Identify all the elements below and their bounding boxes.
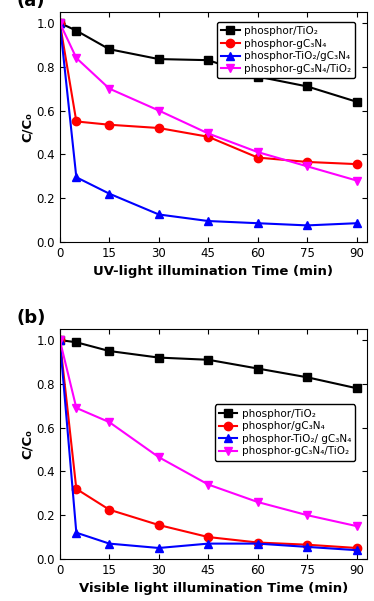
phosphor/gC₃N₄	[255, 539, 260, 546]
Line: phosphor-gC₃N₄/TiO₂: phosphor-gC₃N₄/TiO₂	[56, 336, 361, 530]
phosphor-gC₃N₄	[206, 133, 211, 141]
phosphor/gC₃N₄	[107, 506, 111, 513]
phosphor-gC₃N₄/TiO₂	[74, 404, 79, 412]
phosphor-TiO₂/ gC₃N₄	[255, 540, 260, 548]
phosphor-TiO₂/gC₃N₄	[305, 222, 309, 229]
Y-axis label: C/C₀: C/C₀	[21, 429, 34, 459]
phosphor/TiO₂	[107, 46, 111, 53]
Line: phosphor-gC₃N₄/TiO₂: phosphor-gC₃N₄/TiO₂	[56, 19, 361, 185]
phosphor/TiO₂	[255, 73, 260, 80]
phosphor/TiO₂	[305, 374, 309, 381]
phosphor-TiO₂/gC₃N₄	[355, 219, 359, 227]
phosphor/TiO₂	[355, 385, 359, 392]
Y-axis label: C/C₀: C/C₀	[21, 112, 34, 142]
phosphor/gC₃N₄	[305, 541, 309, 548]
phosphor/gC₃N₄	[355, 545, 359, 552]
phosphor/TiO₂	[157, 354, 161, 361]
phosphor/gC₃N₄	[58, 337, 62, 344]
Legend: phosphor/TiO₂, phosphor/gC₃N₄, phosphor-TiO₂/ gC₃N₄, phosphor-gC₃N₄/TiO₂: phosphor/TiO₂, phosphor/gC₃N₄, phosphor-…	[215, 404, 355, 460]
phosphor-TiO₂/gC₃N₄	[107, 190, 111, 197]
phosphor-TiO₂/gC₃N₄	[157, 211, 161, 218]
phosphor-gC₃N₄/TiO₂	[305, 163, 309, 170]
phosphor-gC₃N₄	[355, 160, 359, 168]
phosphor/gC₃N₄	[206, 534, 211, 541]
phosphor/TiO₂	[206, 356, 211, 364]
X-axis label: Visible light illumination Time (min): Visible light illumination Time (min)	[79, 582, 348, 596]
Text: (b): (b)	[17, 309, 46, 327]
phosphor/TiO₂	[305, 83, 309, 90]
phosphor-gC₃N₄/TiO₂	[107, 418, 111, 426]
phosphor-gC₃N₄/TiO₂	[255, 148, 260, 156]
phosphor-TiO₂/gC₃N₄	[74, 174, 79, 181]
phosphor-gC₃N₄/TiO₂	[74, 54, 79, 61]
phosphor/TiO₂	[255, 365, 260, 372]
phosphor/gC₃N₄	[74, 485, 79, 492]
Line: phosphor-gC₃N₄: phosphor-gC₃N₄	[56, 19, 361, 168]
phosphor-gC₃N₄/TiO₂	[58, 337, 62, 344]
Legend: phosphor/TiO₂, phosphor-gC₃N₄, phosphor-TiO₂/gC₃N₄, phosphor-gC₃N₄/TiO₂: phosphor/TiO₂, phosphor-gC₃N₄, phosphor-…	[217, 22, 355, 78]
phosphor-TiO₂/gC₃N₄	[58, 19, 62, 26]
Line: phosphor/TiO₂: phosphor/TiO₂	[56, 19, 361, 106]
phosphor/TiO₂	[355, 98, 359, 105]
phosphor-gC₃N₄/TiO₂	[355, 177, 359, 184]
phosphor-gC₃N₄/TiO₂	[58, 19, 62, 26]
phosphor-gC₃N₄	[255, 154, 260, 161]
Line: phosphor/gC₃N₄: phosphor/gC₃N₄	[56, 336, 361, 552]
Line: phosphor/TiO₂: phosphor/TiO₂	[56, 336, 361, 392]
phosphor/TiO₂	[74, 338, 79, 346]
Line: phosphor-TiO₂/gC₃N₄: phosphor-TiO₂/gC₃N₄	[56, 19, 361, 230]
phosphor/TiO₂	[58, 337, 62, 344]
phosphor/gC₃N₄	[157, 522, 161, 529]
phosphor-gC₃N₄/TiO₂	[107, 85, 111, 92]
phosphor/TiO₂	[74, 27, 79, 34]
phosphor-gC₃N₄/TiO₂	[206, 130, 211, 137]
phosphor-TiO₂/ gC₃N₄	[206, 540, 211, 548]
phosphor-TiO₂/ gC₃N₄	[157, 545, 161, 552]
phosphor-TiO₂/gC₃N₄	[206, 218, 211, 225]
phosphor-gC₃N₄	[74, 118, 79, 125]
phosphor-gC₃N₄/TiO₂	[305, 511, 309, 519]
phosphor/TiO₂	[206, 56, 211, 64]
phosphor-gC₃N₄/TiO₂	[355, 522, 359, 529]
phosphor-gC₃N₄/TiO₂	[206, 481, 211, 488]
phosphor-TiO₂/ gC₃N₄	[305, 543, 309, 551]
phosphor/TiO₂	[107, 347, 111, 355]
Text: (a): (a)	[17, 0, 45, 10]
X-axis label: UV-light illumination Time (min): UV-light illumination Time (min)	[93, 265, 333, 278]
phosphor-gC₃N₄	[157, 124, 161, 132]
phosphor-gC₃N₄	[107, 121, 111, 129]
phosphor/TiO₂	[58, 19, 62, 26]
Line: phosphor-TiO₂/ gC₃N₄: phosphor-TiO₂/ gC₃N₄	[56, 336, 361, 554]
phosphor-TiO₂/ gC₃N₄	[74, 529, 79, 536]
phosphor-gC₃N₄/TiO₂	[255, 498, 260, 505]
phosphor-gC₃N₄	[58, 19, 62, 26]
phosphor-gC₃N₄/TiO₂	[157, 454, 161, 461]
phosphor-gC₃N₄/TiO₂	[157, 107, 161, 114]
phosphor/TiO₂	[157, 55, 161, 63]
phosphor-TiO₂/ gC₃N₄	[58, 337, 62, 344]
phosphor-TiO₂/gC₃N₄	[255, 219, 260, 227]
phosphor-TiO₂/ gC₃N₄	[355, 546, 359, 554]
phosphor-TiO₂/ gC₃N₄	[107, 540, 111, 548]
phosphor-gC₃N₄	[305, 158, 309, 165]
